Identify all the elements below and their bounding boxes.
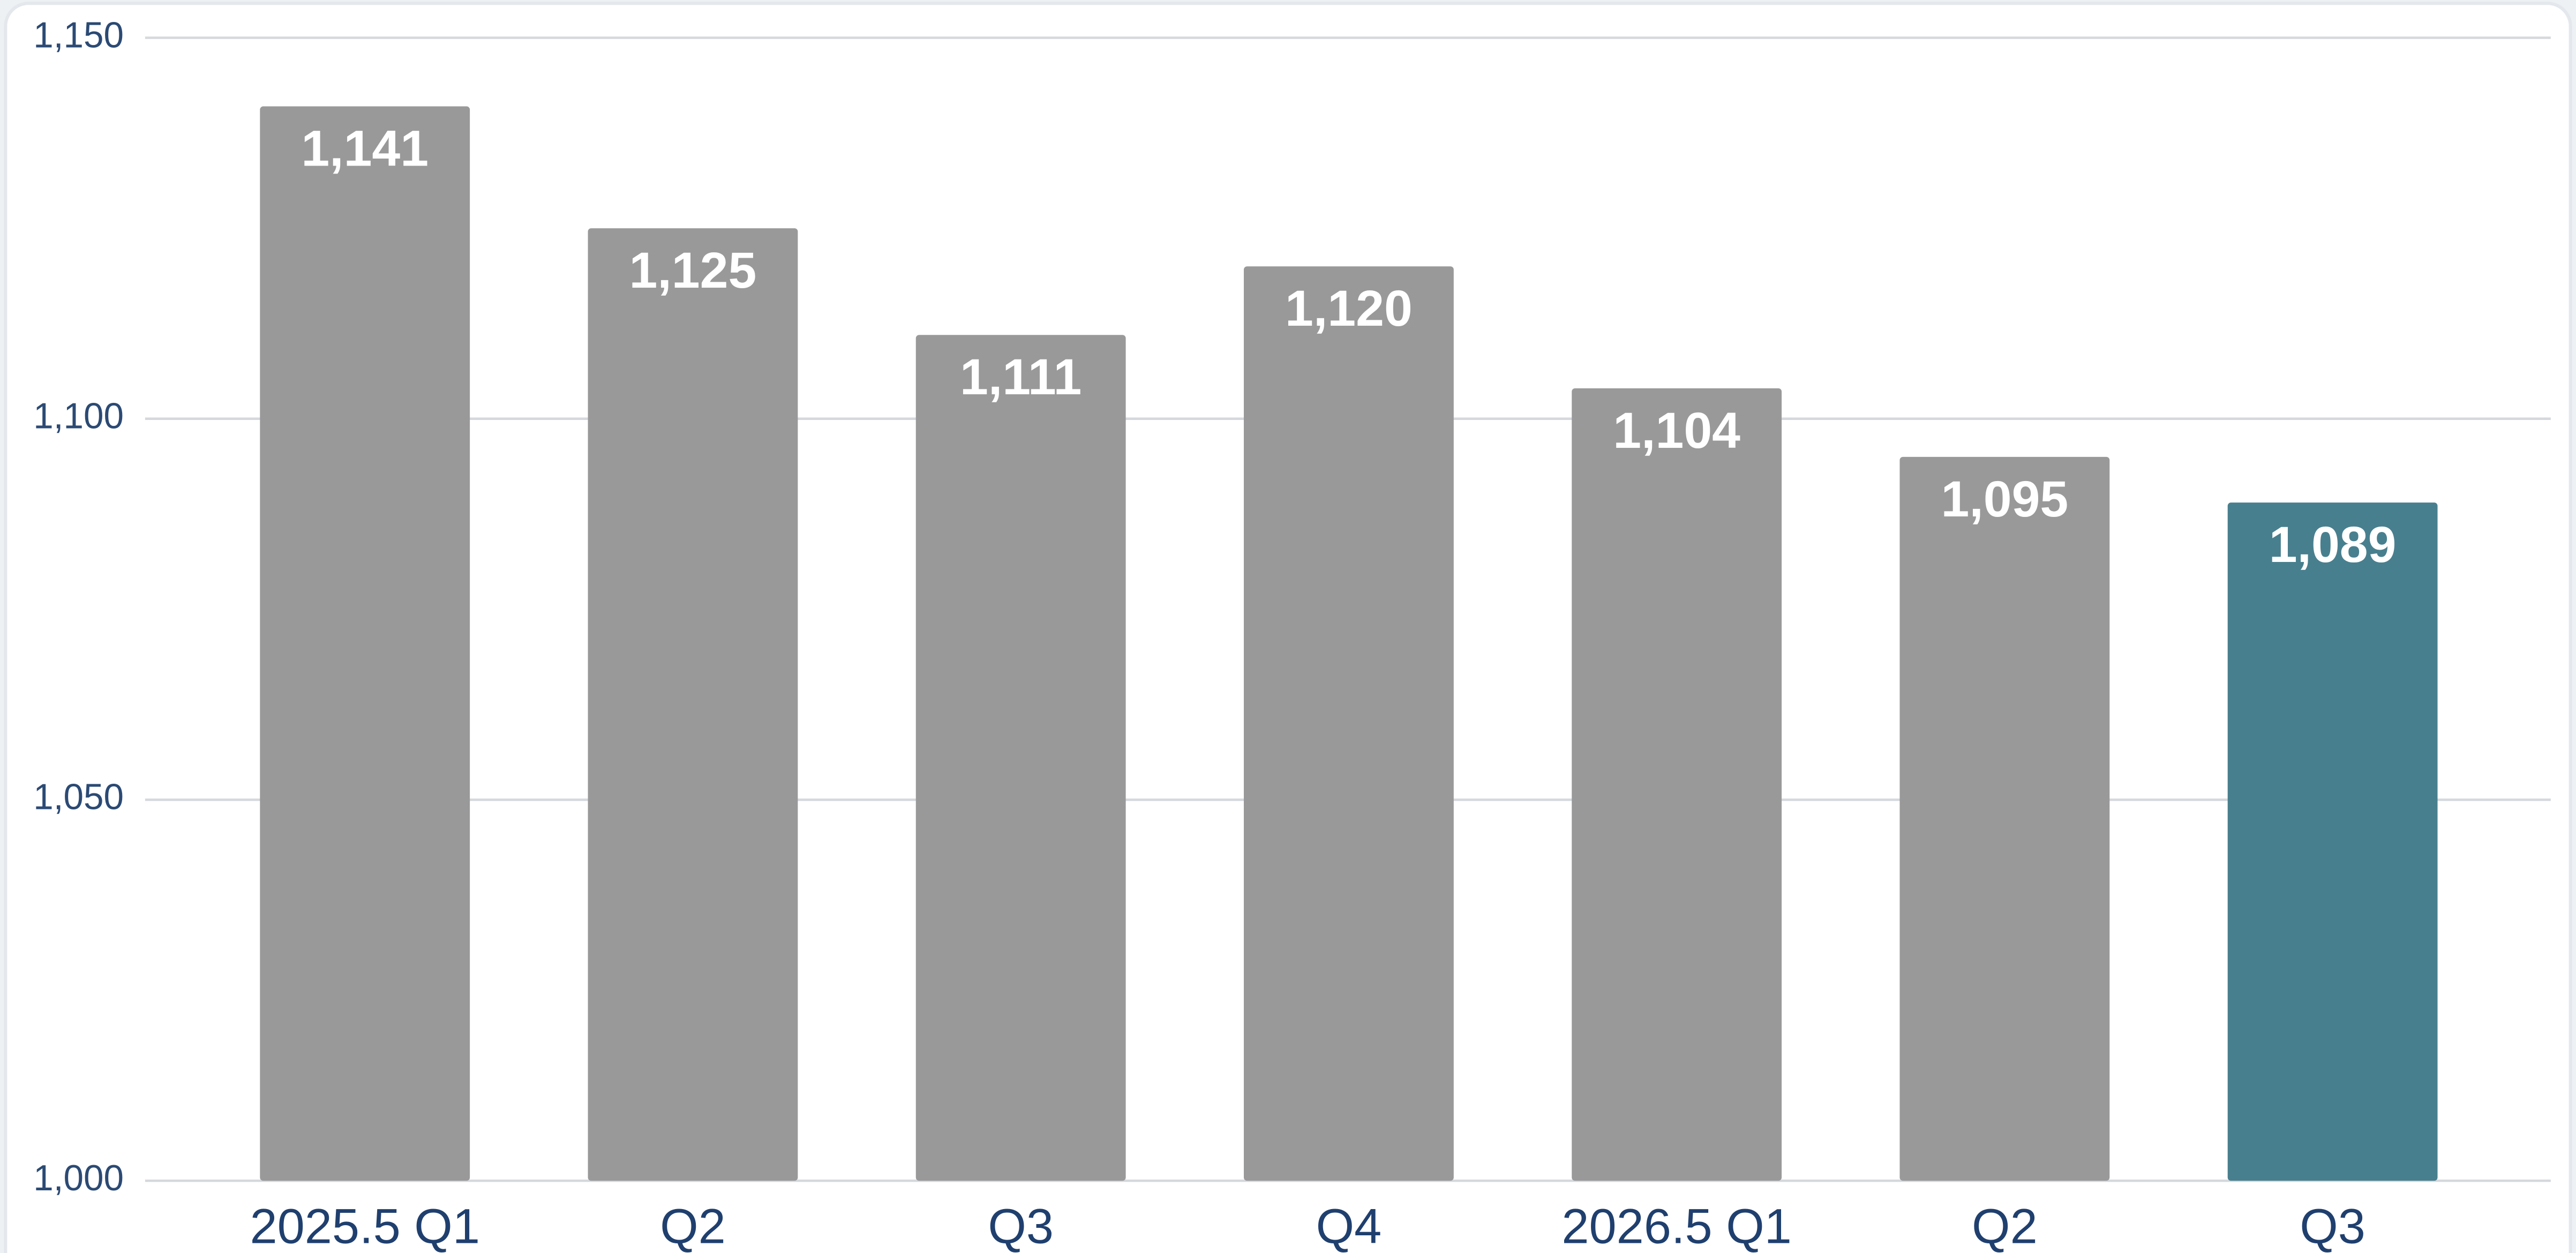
bar [260,106,470,1181]
y-tick-label: 1,000 [33,1158,124,1198]
x-tick-label: 2025.5 Q1 [250,1199,479,1253]
data-label: 1,125 [629,242,757,299]
x-tick-label: Q2 [1972,1199,2038,1253]
x-tick-label: Q2 [660,1199,726,1253]
x-tick-label: 2026.5 Q1 [1561,1199,1791,1253]
bar [915,335,1126,1181]
y-tick-label: 1,100 [33,396,124,437]
data-label: 1,089 [2269,516,2397,573]
data-label: 1,104 [1613,402,1740,459]
data-label: 1,111 [960,349,1082,406]
x-tick-label: Q3 [988,1199,1054,1253]
y-tick-label: 1,050 [33,777,124,817]
data-label: 1,141 [301,120,429,177]
bar [1899,456,2110,1181]
bar [588,228,798,1181]
data-label: 1,120 [1285,280,1413,337]
x-tick-label: Q4 [1316,1199,1382,1253]
y-tick-label: 1,150 [33,15,124,55]
data-label: 1,095 [1941,471,2068,528]
x-tick-label: Q3 [2300,1199,2365,1253]
bar [1572,388,1782,1181]
bar [1244,266,1454,1181]
bar [2227,502,2438,1181]
